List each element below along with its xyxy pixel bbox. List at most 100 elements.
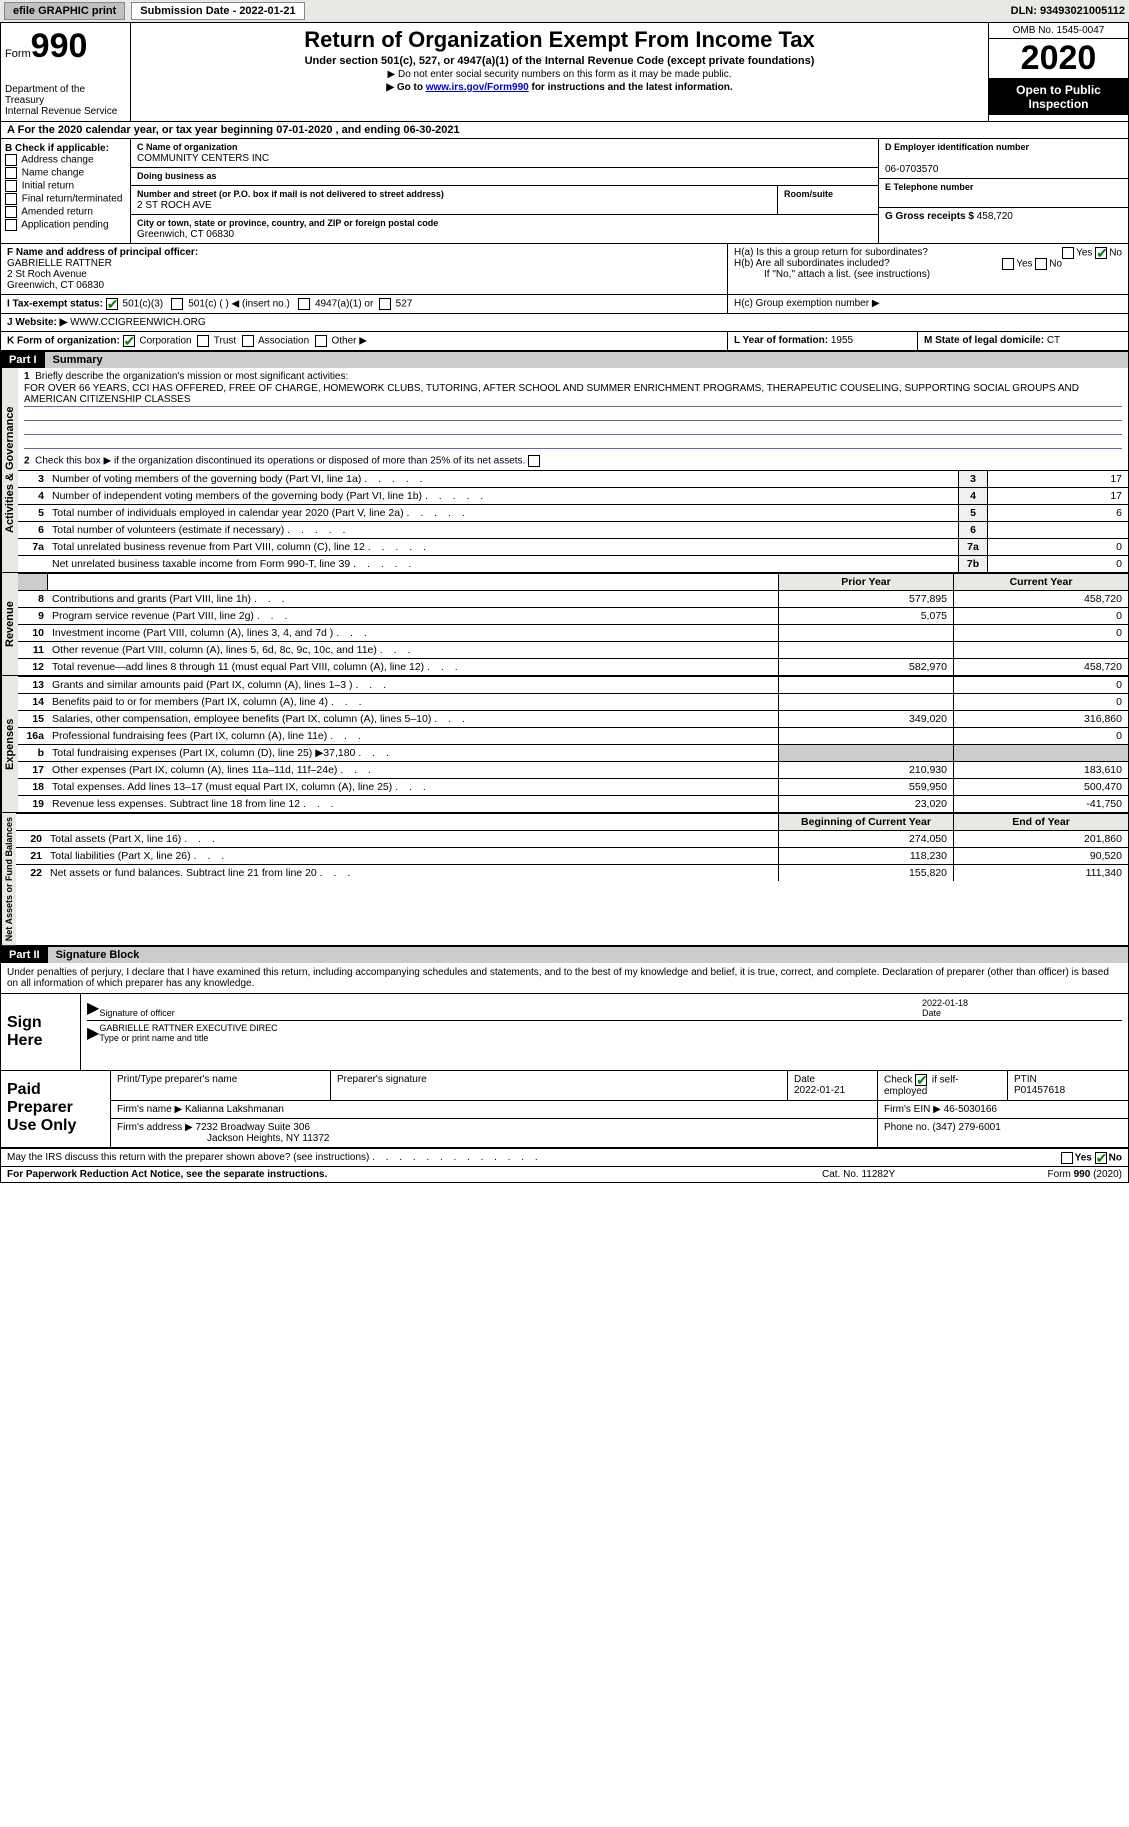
row-i-tax-status: I Tax-exempt status: 501(c)(3) 501(c) ( … [1, 295, 728, 313]
top-bar: efile GRAPHIC print Submission Date - 20… [0, 0, 1129, 22]
financial-row: 9Program service revenue (Part VIII, lin… [18, 607, 1128, 624]
discuss-yes[interactable] [1061, 1152, 1073, 1164]
box-c-room: Room/suite [778, 186, 878, 214]
financial-row: bTotal fundraising expenses (Part IX, co… [18, 744, 1128, 761]
check-self-employed[interactable] [915, 1074, 927, 1086]
ha-no[interactable] [1095, 247, 1107, 259]
part1-header: Part I Summary [1, 351, 1128, 368]
form-label: Form [5, 48, 31, 60]
instruction-ssn: ▶ Do not enter social security numbers o… [141, 69, 978, 80]
irs-label: Internal Revenue Service [5, 106, 126, 117]
financial-row: 17Other expenses (Part IX, column (A), l… [18, 761, 1128, 778]
financial-row: 22Net assets or fund balances. Subtract … [16, 864, 1128, 881]
firm-ein: Firm's EIN ▶ 46-5030166 [878, 1101, 1128, 1118]
financial-row: 11Other revenue (Part VIII, column (A), … [18, 641, 1128, 658]
financial-row: 8Contributions and grants (Part VIII, li… [18, 590, 1128, 607]
public-inspection: Open to PublicInspection [989, 79, 1128, 115]
check-527[interactable] [379, 298, 391, 310]
hb-yes[interactable] [1002, 258, 1014, 270]
summary-row: Net unrelated business taxable income fr… [18, 555, 1128, 572]
preparer-self-employed: Check if self-employed [878, 1071, 1008, 1100]
form-version: Form 990 (2020) [972, 1169, 1122, 1180]
row-l-year: L Year of formation: 1955 [728, 332, 918, 350]
financial-row: 16aProfessional fundraising fees (Part I… [18, 727, 1128, 744]
check-4947[interactable] [298, 298, 310, 310]
preparer-signature-header: Preparer's signature [331, 1071, 788, 1100]
financial-row: 12Total revenue—add lines 8 through 11 (… [18, 658, 1128, 675]
dln: DLN: 93493021005112 [1011, 5, 1125, 17]
check-amended[interactable] [5, 206, 17, 218]
ha-yes[interactable] [1062, 247, 1074, 259]
sign-here-label: Sign Here [1, 994, 81, 1070]
check-discontinued[interactable] [528, 455, 540, 467]
part2-header: Part II Signature Block [1, 946, 1128, 963]
financial-row: 18Total expenses. Add lines 13–17 (must … [18, 778, 1128, 795]
check-address-change[interactable] [5, 154, 17, 166]
irs-discuss-row: May the IRS discuss this return with the… [1, 1149, 1128, 1167]
summary-row: 3Number of voting members of the governi… [18, 470, 1128, 487]
hb-no[interactable] [1035, 258, 1047, 270]
row-k-form-org: K Form of organization: Corporation Trus… [1, 332, 728, 350]
tax-year: 2020 [989, 39, 1128, 79]
sign-here-block: Sign Here ▶ Signature of officer 2022-01… [1, 994, 1128, 1071]
efile-print-button[interactable]: efile GRAPHIC print [4, 2, 125, 20]
signature-arrow-icon: ▶ [87, 998, 99, 1018]
check-trust[interactable] [197, 335, 209, 347]
check-association[interactable] [242, 335, 254, 347]
preparer-ptin: PTINP01457618 [1008, 1071, 1128, 1100]
line-a-tax-year: A For the 2020 calendar year, or tax yea… [1, 122, 1128, 139]
check-corporation[interactable] [123, 335, 135, 347]
box-c-dba: Doing business as [131, 168, 878, 186]
check-final-return[interactable] [5, 193, 17, 205]
form-title: Return of Organization Exempt From Incom… [141, 27, 978, 53]
expenses-label: Expenses [1, 676, 18, 812]
financial-row: 21Total liabilities (Part X, line 26) . … [16, 847, 1128, 864]
check-other[interactable] [315, 335, 327, 347]
entity-info: B Check if applicable: Address change Na… [1, 139, 1128, 244]
officer-group-row: F Name and address of principal officer:… [1, 244, 1128, 295]
box-d-ein: D Employer identification number 06-0703… [879, 139, 1128, 179]
firm-address: Firm's address ▶ 7232 Broadway Suite 306… [111, 1119, 878, 1147]
name-arrow-icon: ▶ [87, 1023, 99, 1043]
financial-row: 19Revenue less expenses. Subtract line 1… [18, 795, 1128, 812]
summary-row: 7aTotal unrelated business revenue from … [18, 538, 1128, 555]
paperwork-notice: For Paperwork Reduction Act Notice, see … [7, 1169, 822, 1180]
row-klm: K Form of organization: Corporation Trus… [1, 332, 1128, 351]
paid-preparer-block: Paid Preparer Use Only Print/Type prepar… [1, 1071, 1128, 1149]
summary-row: 5Total number of individuals employed in… [18, 504, 1128, 521]
activities-governance: Activities & Governance 1 Briefly descri… [1, 368, 1128, 573]
activities-governance-label: Activities & Governance [1, 368, 18, 572]
tax-status-hc-row: I Tax-exempt status: 501(c)(3) 501(c) ( … [1, 295, 1128, 314]
revenue-section: Revenue Prior Year Current Year 8Contrib… [1, 573, 1128, 676]
firm-name: Firm's name ▶ Kalianna Lakshmanan [111, 1101, 878, 1118]
box-c-city: City or town, state or province, country… [131, 215, 878, 243]
form-footer: For Paperwork Reduction Act Notice, see … [1, 1167, 1128, 1182]
row-j-website: J Website: ▶ WWW.CCIGREENWICH.ORG [1, 314, 1128, 332]
box-c-address: Number and street (or P.O. box if mail i… [131, 186, 778, 214]
irs-link[interactable]: www.irs.gov/Form990 [426, 82, 529, 93]
check-name-change[interactable] [5, 167, 17, 179]
check-501c3[interactable] [106, 298, 118, 310]
firm-phone: Phone no. (347) 279-6001 [878, 1119, 1128, 1147]
form-header: Form990 Department of the Treasury Inter… [1, 23, 1128, 122]
signature-date: 2022-01-18Date [922, 998, 1122, 1018]
check-application-pending[interactable] [5, 219, 17, 231]
fin-header-boy-eoy: Beginning of Current Year End of Year [16, 813, 1128, 830]
submission-date: Submission Date - 2022-01-21 [131, 2, 304, 20]
preparer-name-header: Print/Type preparer's name [111, 1071, 331, 1100]
revenue-label: Revenue [1, 573, 18, 675]
form-subtitle: Under section 501(c), 527, or 4947(a)(1)… [141, 55, 978, 67]
check-501c[interactable] [171, 298, 183, 310]
box-e-phone: E Telephone number [879, 179, 1128, 208]
box-f-officer: F Name and address of principal officer:… [1, 244, 728, 294]
netassets-label: Net Assets or Fund Balances [1, 813, 16, 945]
paid-preparer-label: Paid Preparer Use Only [1, 1071, 111, 1147]
expenses-section: Expenses 13Grants and similar amounts pa… [1, 676, 1128, 813]
omb-number: OMB No. 1545-0047 [989, 23, 1128, 39]
officer-signature: Signature of officer [99, 998, 922, 1018]
discuss-no[interactable] [1095, 1152, 1107, 1164]
fin-header-prior-current: Prior Year Current Year [18, 573, 1128, 590]
box-b: B Check if applicable: Address change Na… [1, 139, 131, 243]
check-initial-return[interactable] [5, 180, 17, 192]
financial-row: 20Total assets (Part X, line 16) . . .27… [16, 830, 1128, 847]
